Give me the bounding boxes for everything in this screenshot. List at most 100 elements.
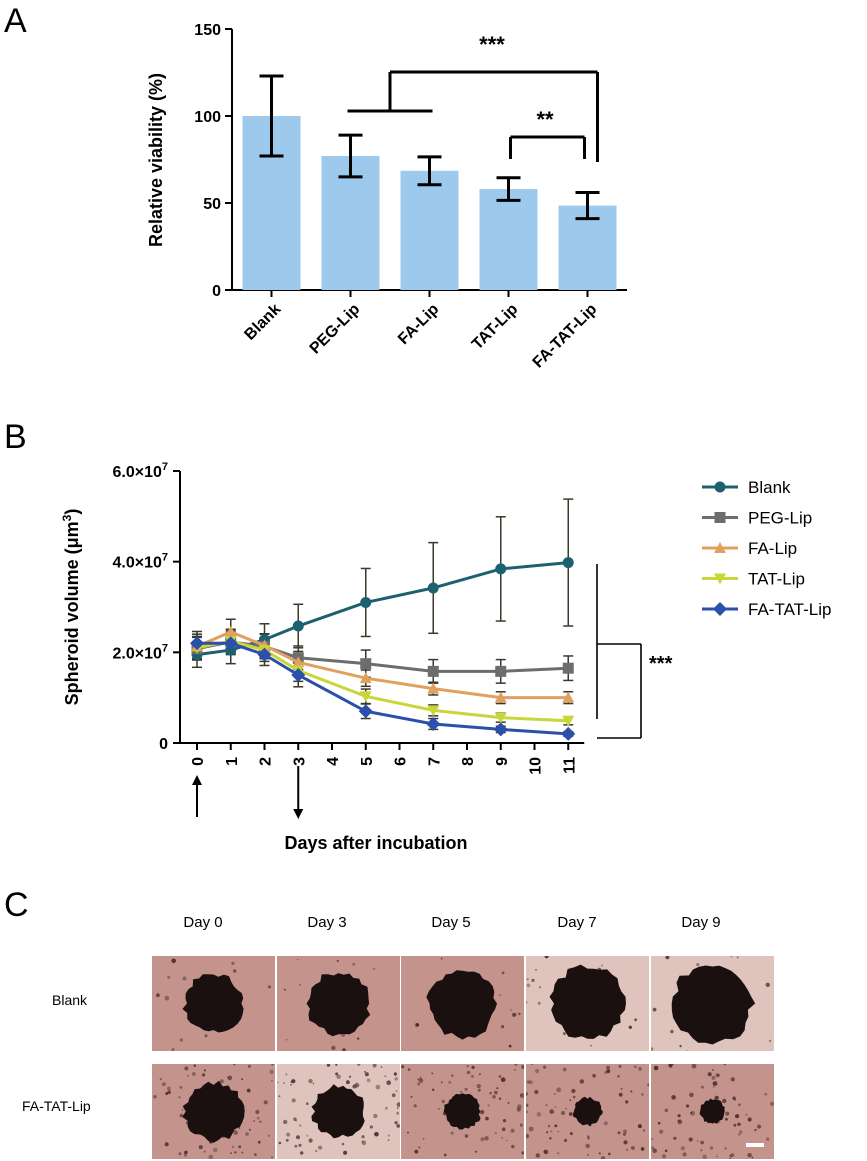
y-tick-label: 100 — [194, 109, 221, 126]
legend-label: TAT-Lip — [748, 570, 805, 589]
data-point — [561, 726, 576, 741]
y-tick-label: 150 — [194, 22, 221, 39]
x-tick-label: 0 — [190, 757, 207, 766]
x-tick-label: 2 — [258, 757, 275, 766]
panel-letter-b: B — [4, 418, 27, 456]
error-bars-fa-lip — [192, 618, 574, 705]
x-tick-label: 5 — [359, 757, 376, 766]
legend-item: FA-TAT-Lip — [702, 600, 831, 619]
series-peg-lip — [191, 636, 574, 677]
x-tick-label: 9 — [494, 757, 511, 766]
series-line — [196, 630, 569, 700]
x-tick-label: 1 — [224, 757, 241, 766]
data-point — [426, 716, 441, 731]
spheroid-image — [651, 1064, 774, 1159]
data-point — [224, 625, 237, 637]
data-point — [714, 573, 726, 585]
x-tick-label: 6 — [393, 757, 410, 766]
bar — [479, 189, 538, 290]
legend-item: Blank — [702, 478, 791, 497]
x-tick-label: 7 — [426, 757, 443, 766]
spheroid-image — [526, 1064, 649, 1159]
x-tick-label: PEG-Lip — [307, 301, 364, 358]
x-tick-label: FA-TAT-Lip — [530, 301, 601, 372]
series-line — [197, 641, 569, 736]
x-tick-label: 10 — [528, 757, 545, 775]
legend-item: TAT-Lip — [702, 570, 805, 589]
data-point — [495, 665, 507, 677]
data-point — [427, 665, 439, 677]
significance-brackets — [347, 70, 599, 162]
y-tick-label: 4.0×107 — [112, 552, 168, 572]
x-tick-label: 8 — [460, 757, 477, 766]
bar — [400, 170, 459, 290]
y-tick-label: 0 — [212, 283, 221, 300]
spheroid-image — [401, 956, 524, 1051]
data-point — [358, 704, 373, 719]
y-tick-label: 0 — [159, 736, 168, 753]
spheroid-image — [277, 956, 400, 1051]
legend-label: FA-TAT-Lip — [748, 600, 831, 619]
error-bars-blank — [192, 498, 574, 669]
data-point — [427, 582, 439, 594]
day-label: Day 3 — [307, 914, 347, 931]
spheroid-image — [651, 956, 774, 1051]
legend-item: FA-Lip — [702, 539, 797, 558]
data-point — [292, 656, 305, 668]
x-tick-label: TAT-Lip — [469, 301, 522, 354]
line-chart-spheroid-volume: 0 2.0×107 4.0×107 6.0×107 0 1 2 3 4 5 6 7 8 9 10 11 Days… — [60, 461, 831, 853]
data-point — [562, 557, 574, 569]
arrow-down-icon — [293, 809, 304, 819]
data-point — [494, 691, 507, 703]
data-point — [291, 668, 306, 682]
data-point — [714, 481, 726, 493]
legend-label: Blank — [748, 478, 791, 497]
data-point — [714, 542, 726, 553]
y-tick-label: 6.0×107 — [112, 461, 168, 481]
x-tick-label: 3 — [291, 757, 308, 766]
data-point — [495, 563, 507, 575]
row-label-blank: Blank — [52, 992, 88, 1008]
data-point — [359, 672, 372, 684]
data-point — [562, 691, 575, 703]
significance-label: *** — [649, 653, 673, 675]
x-tick-label: Blank — [241, 301, 284, 344]
x-tick-label: 11 — [561, 757, 578, 774]
series-fa-tat-lip — [190, 636, 576, 741]
row-label-fa-tat-lip: FA-TAT-Lip — [22, 1098, 91, 1114]
day-label: Day 5 — [431, 914, 471, 931]
spheroid-image — [526, 956, 649, 1051]
data-point — [360, 596, 372, 608]
data-point — [713, 602, 727, 616]
arrow-up-icon — [192, 775, 202, 785]
data-point — [359, 691, 372, 703]
spheroid-image — [152, 956, 275, 1051]
significance-label: ** — [536, 107, 554, 132]
series-line — [196, 561, 569, 657]
spheroid-image — [152, 1064, 275, 1159]
data-point — [223, 636, 238, 651]
panel-letter-a: A — [4, 2, 27, 40]
data-point — [493, 722, 508, 737]
data-point — [562, 662, 574, 674]
y-tick-label: 2.0×107 — [112, 642, 168, 662]
y-tick-label: 50 — [203, 196, 221, 213]
x-tick-label: 4 — [325, 757, 342, 766]
x-axis-label: Days after incubation — [284, 833, 467, 853]
data-point — [562, 715, 575, 727]
y-axis-label: Spheroid volume (μm3) — [60, 509, 82, 706]
significance-label: *** — [479, 32, 505, 57]
data-point — [292, 620, 304, 632]
data-point — [494, 712, 507, 724]
y-axis-label: Relative viability (%) — [146, 73, 166, 247]
x-tick-label: FA-Lip — [395, 301, 442, 348]
day-label: Day 9 — [681, 914, 721, 931]
day-label: Day 0 — [183, 914, 223, 931]
legend-label: PEG-Lip — [748, 509, 812, 528]
panel-letter-c: C — [4, 886, 29, 924]
data-point — [190, 636, 204, 651]
data-point — [427, 682, 440, 694]
data-point — [360, 658, 372, 670]
day-label: Day 7 — [557, 914, 597, 931]
data-point — [714, 512, 726, 523]
